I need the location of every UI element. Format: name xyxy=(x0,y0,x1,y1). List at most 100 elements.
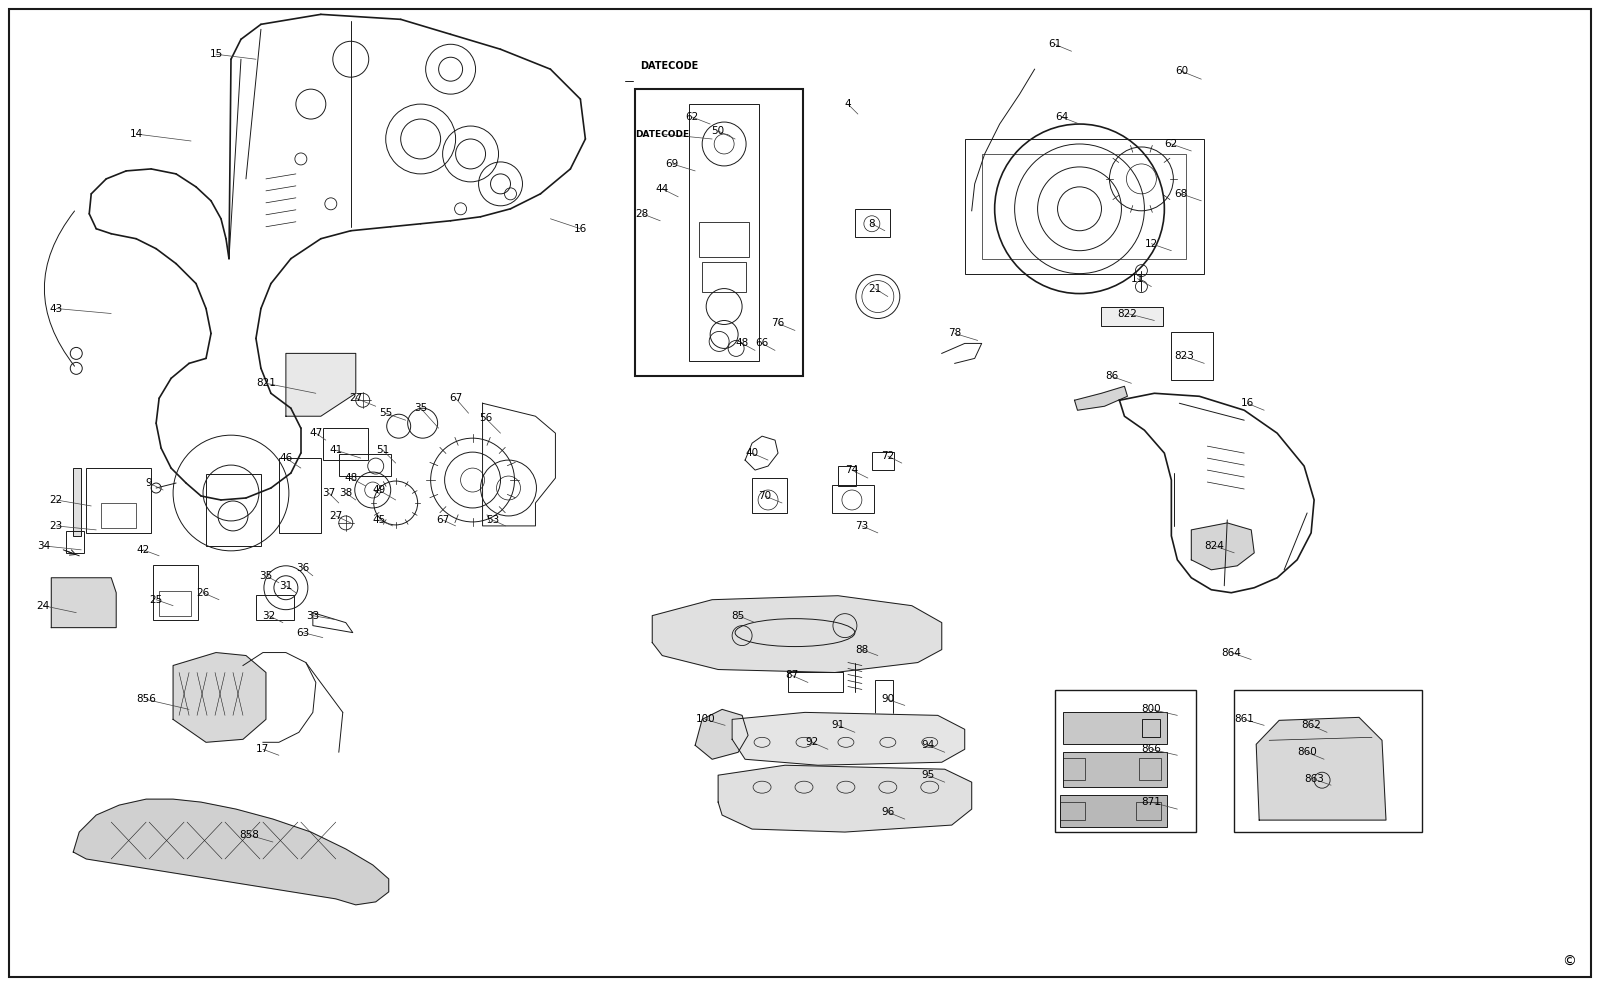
Text: 866: 866 xyxy=(1141,744,1162,754)
Text: 50: 50 xyxy=(712,126,725,136)
Text: 864: 864 xyxy=(1221,647,1242,658)
Text: 26: 26 xyxy=(197,588,210,598)
Text: 51: 51 xyxy=(376,446,389,455)
Bar xyxy=(1136,802,1162,820)
Polygon shape xyxy=(1256,717,1386,820)
Bar xyxy=(101,503,136,528)
Text: 27: 27 xyxy=(330,511,342,521)
Text: 12: 12 xyxy=(1144,239,1158,249)
Text: 46: 46 xyxy=(280,453,293,463)
Text: 85: 85 xyxy=(731,611,744,620)
Text: 871: 871 xyxy=(1141,797,1162,807)
Bar xyxy=(702,262,746,291)
Polygon shape xyxy=(286,354,355,416)
Text: 37: 37 xyxy=(322,488,336,498)
Bar xyxy=(66,531,85,553)
Text: 87: 87 xyxy=(786,671,798,681)
Bar xyxy=(1101,306,1163,326)
Bar xyxy=(74,468,82,535)
Text: 62: 62 xyxy=(1165,139,1178,149)
Polygon shape xyxy=(173,652,266,742)
Text: 68: 68 xyxy=(1174,189,1187,199)
Text: 49: 49 xyxy=(373,485,386,495)
Text: 38: 38 xyxy=(339,488,352,498)
Bar xyxy=(832,485,874,513)
Bar xyxy=(1062,758,1085,781)
Text: 76: 76 xyxy=(771,318,784,328)
Bar xyxy=(158,591,190,616)
Text: 823: 823 xyxy=(1174,352,1194,362)
Text: 88: 88 xyxy=(856,644,869,655)
Bar xyxy=(875,681,893,715)
Text: 15: 15 xyxy=(210,49,222,59)
Text: 92: 92 xyxy=(805,737,819,747)
Text: 91: 91 xyxy=(832,720,845,730)
Text: 14: 14 xyxy=(130,129,142,139)
Bar xyxy=(1139,758,1162,781)
Bar xyxy=(1234,691,1422,832)
Text: 42: 42 xyxy=(136,544,150,555)
Text: 800: 800 xyxy=(1141,704,1162,714)
Text: 74: 74 xyxy=(845,465,859,475)
Bar xyxy=(339,454,390,476)
Text: 90: 90 xyxy=(882,695,894,704)
Text: 16: 16 xyxy=(1240,398,1254,408)
Polygon shape xyxy=(51,578,117,627)
Text: 822: 822 xyxy=(1117,308,1138,318)
Bar xyxy=(206,474,261,545)
Bar xyxy=(1062,752,1168,787)
Text: 100: 100 xyxy=(696,714,715,724)
Bar xyxy=(1059,795,1168,827)
Text: 860: 860 xyxy=(1298,747,1317,757)
Text: 63: 63 xyxy=(296,627,309,637)
Text: 23: 23 xyxy=(50,521,62,531)
Text: 22: 22 xyxy=(50,495,62,505)
Text: 4: 4 xyxy=(845,99,851,109)
Text: 53: 53 xyxy=(486,515,499,525)
Text: 72: 72 xyxy=(882,452,894,461)
Bar xyxy=(965,139,1205,274)
Bar xyxy=(1142,719,1160,737)
Polygon shape xyxy=(718,766,971,832)
Bar xyxy=(323,428,368,460)
Text: 61: 61 xyxy=(1048,40,1061,49)
Text: 821: 821 xyxy=(256,378,275,388)
Text: 9: 9 xyxy=(146,478,152,488)
Text: DATECODE: DATECODE xyxy=(640,61,699,71)
Text: ©: © xyxy=(1562,954,1576,968)
Polygon shape xyxy=(694,709,749,759)
Text: 11: 11 xyxy=(1131,274,1144,284)
Text: 95: 95 xyxy=(922,771,934,781)
Text: 16: 16 xyxy=(574,223,587,234)
Bar xyxy=(1062,712,1168,744)
Text: 96: 96 xyxy=(882,807,894,817)
Text: 73: 73 xyxy=(856,521,869,531)
Text: 32: 32 xyxy=(262,611,275,620)
Text: 67: 67 xyxy=(450,393,462,403)
Text: DATECODE: DATECODE xyxy=(635,129,690,138)
Text: 25: 25 xyxy=(149,595,163,605)
Text: 64: 64 xyxy=(1054,112,1069,123)
Text: 858: 858 xyxy=(238,830,259,840)
Text: 21: 21 xyxy=(869,284,882,293)
Text: 824: 824 xyxy=(1205,540,1224,551)
Text: 31: 31 xyxy=(280,581,293,591)
Text: 48: 48 xyxy=(344,473,357,483)
Text: 70: 70 xyxy=(758,491,771,501)
Text: 33: 33 xyxy=(306,611,320,620)
Polygon shape xyxy=(733,712,965,766)
Text: 35: 35 xyxy=(414,403,427,413)
Bar xyxy=(872,453,894,470)
Text: 69: 69 xyxy=(666,159,678,169)
Text: 47: 47 xyxy=(309,428,323,438)
Bar xyxy=(838,466,856,486)
Text: 94: 94 xyxy=(922,740,934,750)
Bar xyxy=(1171,332,1213,380)
Text: 86: 86 xyxy=(1106,371,1118,381)
Text: 78: 78 xyxy=(949,328,962,339)
Bar xyxy=(699,221,749,257)
Text: 856: 856 xyxy=(136,695,157,704)
Bar xyxy=(154,565,198,619)
Text: 45: 45 xyxy=(373,515,386,525)
Text: 44: 44 xyxy=(656,184,669,194)
